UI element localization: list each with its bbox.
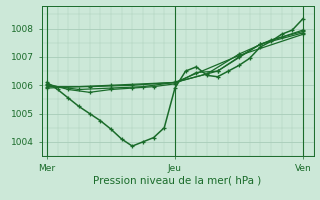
X-axis label: Pression niveau de la mer( hPa ): Pression niveau de la mer( hPa ) xyxy=(93,175,262,185)
